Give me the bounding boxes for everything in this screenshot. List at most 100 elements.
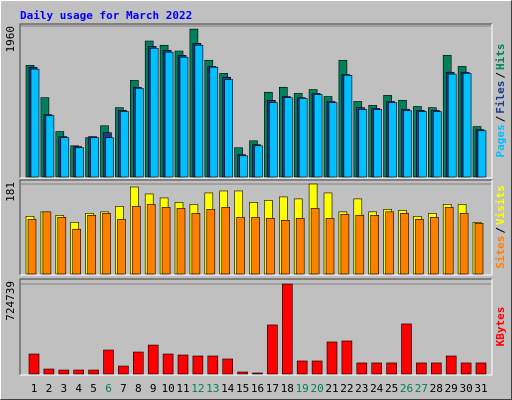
bar bbox=[207, 355, 219, 375]
bar bbox=[280, 219, 290, 275]
x-tick-label: 13 bbox=[206, 382, 219, 395]
bar bbox=[340, 214, 350, 275]
bar bbox=[313, 94, 323, 178]
x-tick-label: 1 bbox=[31, 382, 38, 395]
x-tick-label: 30 bbox=[459, 382, 472, 395]
panel-dark bbox=[19, 23, 492, 178]
x-tick-label: 4 bbox=[75, 382, 82, 395]
bar bbox=[400, 213, 409, 275]
x-tick-label: 29 bbox=[445, 382, 458, 395]
bar bbox=[103, 349, 114, 375]
plots: 1960Pages/Files/Hits181Sites/Visits72473… bbox=[4, 23, 507, 395]
bar bbox=[73, 369, 84, 375]
legend-separator: / bbox=[494, 72, 507, 79]
bar bbox=[477, 130, 487, 178]
legend-entry: Visits bbox=[494, 185, 507, 225]
bar bbox=[222, 358, 233, 375]
bar bbox=[355, 215, 365, 275]
bar bbox=[358, 109, 368, 178]
bar bbox=[267, 324, 278, 375]
x-tick-label: 10 bbox=[161, 382, 174, 395]
bar bbox=[385, 211, 394, 275]
x-tick-label: 26 bbox=[400, 382, 413, 395]
bar bbox=[266, 218, 275, 275]
bar bbox=[328, 102, 338, 178]
bar bbox=[237, 371, 248, 375]
legend-entry: Files bbox=[494, 81, 507, 114]
bar bbox=[191, 213, 201, 275]
bar bbox=[45, 115, 55, 178]
bar bbox=[356, 362, 368, 375]
bar bbox=[179, 56, 189, 178]
bar bbox=[147, 344, 159, 375]
x-tick-label: 11 bbox=[176, 382, 189, 395]
bar bbox=[298, 98, 308, 178]
bar bbox=[445, 355, 457, 375]
bar bbox=[177, 354, 189, 375]
legend-entry: Sites bbox=[494, 236, 507, 269]
bar bbox=[75, 147, 84, 178]
bar bbox=[460, 362, 472, 375]
bar bbox=[149, 48, 159, 178]
bar bbox=[269, 102, 278, 178]
bar bbox=[27, 219, 37, 275]
panel-light bbox=[20, 180, 493, 276]
legend: KBytes bbox=[494, 307, 507, 347]
panel-light bbox=[20, 279, 493, 376]
bar bbox=[135, 88, 144, 178]
bar bbox=[370, 215, 380, 275]
bar bbox=[58, 369, 70, 375]
bar bbox=[117, 219, 126, 275]
bar bbox=[296, 360, 308, 375]
bar bbox=[447, 73, 457, 178]
x-tick-label: 24 bbox=[370, 382, 384, 395]
x-tick-label: 16 bbox=[251, 382, 264, 395]
bar bbox=[341, 340, 353, 375]
bar bbox=[371, 362, 383, 375]
bar bbox=[444, 207, 454, 275]
bar bbox=[325, 218, 335, 275]
bar bbox=[236, 217, 245, 275]
bar bbox=[164, 51, 174, 178]
legend-entry: Pages bbox=[494, 124, 507, 157]
x-tick-label: 2 bbox=[46, 382, 53, 395]
legend: Pages/Files/Hits bbox=[494, 44, 507, 158]
bar bbox=[239, 155, 248, 178]
x-tick-label: 14 bbox=[221, 382, 235, 395]
bar bbox=[401, 323, 412, 375]
bar bbox=[251, 217, 260, 275]
bar bbox=[120, 111, 129, 178]
bar bbox=[432, 111, 442, 178]
bar bbox=[176, 208, 186, 275]
x-tick-label: 19 bbox=[296, 382, 309, 395]
x-tick-label: 22 bbox=[340, 382, 353, 395]
bar bbox=[146, 204, 156, 275]
bar bbox=[386, 362, 397, 375]
legend: Sites / Visits bbox=[494, 185, 507, 269]
x-tick-label: 23 bbox=[355, 382, 368, 395]
bar bbox=[43, 368, 55, 375]
bar bbox=[283, 97, 293, 178]
bar bbox=[132, 206, 141, 275]
x-tick-label: 9 bbox=[150, 382, 157, 395]
x-tick-label: 25 bbox=[385, 382, 398, 395]
x-tick-label: 3 bbox=[60, 382, 67, 395]
x-tick-label: 7 bbox=[120, 382, 127, 395]
bar bbox=[429, 217, 439, 275]
bar bbox=[161, 207, 171, 275]
y-tick-label: 181 bbox=[4, 182, 17, 202]
bar bbox=[403, 110, 412, 178]
x-tick-label: 18 bbox=[281, 382, 294, 395]
bar bbox=[281, 283, 293, 375]
bar bbox=[87, 215, 96, 275]
bar bbox=[254, 145, 263, 178]
x-tick-label: 5 bbox=[90, 382, 97, 395]
bar bbox=[105, 137, 114, 178]
bar bbox=[224, 79, 233, 178]
bar bbox=[133, 351, 144, 375]
legend-entry: KBytes bbox=[494, 307, 507, 347]
bar bbox=[60, 137, 70, 178]
bar bbox=[459, 213, 469, 275]
